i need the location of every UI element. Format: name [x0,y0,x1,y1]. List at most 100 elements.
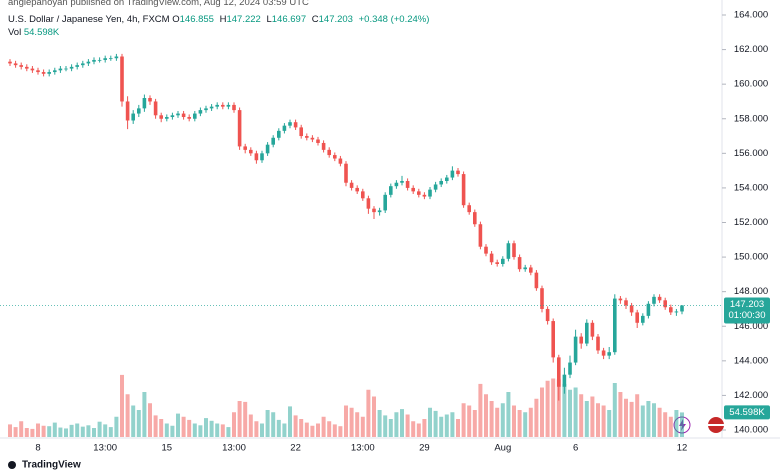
volume-bar [299,419,304,437]
candle-body [310,137,315,140]
candle-body [349,182,354,188]
candle-body [495,262,499,264]
candle-body [450,170,455,178]
y-tick-label: 158.000 [734,113,768,124]
x-tick-label: 13:00 [93,443,117,454]
candle-body [19,65,23,67]
close-value: 147.203 [318,14,353,25]
y-tick-label: 146.000 [734,321,768,332]
candle-body [411,187,415,192]
candle-body [646,303,651,316]
candle-body [47,72,51,74]
candle-body [114,56,119,59]
y-tick-label: 156.000 [734,148,768,159]
volume-bar [355,412,360,437]
candle-body [585,322,589,344]
volume-bar [204,418,208,437]
candle-body [30,68,35,71]
x-tick-label: 13:00 [351,443,375,454]
candle-body [193,113,197,119]
volume-bar [388,419,393,437]
brand: TradingView [22,460,81,470]
low-value: 146.697 [271,14,307,25]
volume-bar [344,405,348,437]
volume-bar [657,407,662,437]
candle-body [405,181,410,188]
volume-bar [36,423,40,437]
candle-body [652,296,656,304]
candle-body [25,66,29,69]
candle-body [377,210,382,213]
open-value: 146.855 [179,14,214,25]
volume-bar [596,403,600,437]
candle-body [400,181,404,183]
volume-bar [103,424,108,437]
candle-body [663,300,667,308]
volume-bar [377,410,382,437]
volume-bar [646,401,651,437]
flag-stripe [708,424,724,426]
volume-bar [551,378,556,437]
volume-bar [450,412,455,437]
candle-body [501,258,505,264]
candle-body [383,194,387,211]
volume-bar [349,407,354,437]
volume-bar [80,426,85,437]
volume-bar [584,401,589,437]
volume-bar [540,387,544,437]
volume-bar [176,413,180,437]
candle-body [282,125,287,131]
candle-body [461,174,466,206]
volume-bar [573,387,578,437]
volume-bar [568,389,572,437]
candle-body [422,194,427,197]
candle-body [75,65,79,67]
volume-bar [52,422,57,437]
volume-bar [282,423,287,437]
candle-body [260,153,264,161]
x-tick-label: 13:00 [222,443,246,454]
volume-bar [562,383,567,437]
candle-body [265,144,270,154]
volume-bar [579,394,584,437]
volume-bar [640,405,645,437]
price-label-box [724,297,770,324]
volume-bar [500,403,505,437]
y-tick-label: 140.000 [734,425,768,436]
high-label: H [219,14,227,25]
volume-label: 54.598K [729,407,765,418]
volume-bar [293,415,298,437]
candle-body [198,110,203,114]
candle-body [428,189,432,197]
candle-body [355,187,359,192]
candle-body [372,208,376,213]
candle-body [624,300,628,306]
candle-body [433,184,438,190]
volume-bar [472,410,477,437]
volume-bar [164,423,169,437]
volume-bar [601,405,606,437]
volume-bar [321,416,326,437]
volume-bar [24,428,29,437]
candle-body [344,163,348,183]
candle-body [680,305,684,312]
volume-bar [523,412,528,437]
y-tick-label: 144.000 [734,355,768,366]
low-label: L [266,14,272,25]
candle-body [607,352,611,356]
volume-bar [338,426,343,437]
candle-body [641,315,645,323]
volume-bar [187,419,192,437]
volume-bar [198,425,203,437]
candle-body [445,177,449,181]
volume-bar [635,394,640,437]
volume-bar [332,424,337,437]
close-label: C [311,14,319,25]
candle-body [148,98,152,102]
volume-bar [232,412,236,437]
candle-body [618,298,623,301]
candle-body [333,155,337,159]
candle-body [551,321,555,358]
volume-bar [97,421,102,437]
